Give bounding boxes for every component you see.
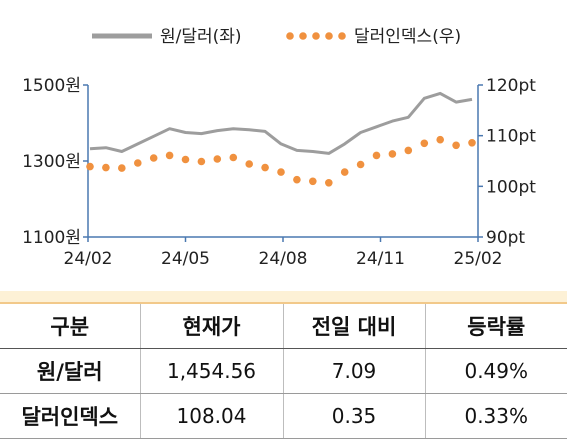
left-tick-label: 1300원 xyxy=(22,152,81,172)
table-top-band xyxy=(0,291,567,303)
dxy-point xyxy=(420,139,429,148)
axes xyxy=(87,85,479,238)
table-header-row: 구분 현재가 전일 대비 등락률 xyxy=(0,304,567,349)
x-axis-ticks: 24/02 24/05 24/08 24/11 25/02 xyxy=(64,237,503,269)
rate-cell: 0.33% xyxy=(424,393,567,439)
dxy-point xyxy=(388,150,397,158)
left-tick-label: 1100원 xyxy=(22,228,81,248)
price-cell: 108.04 xyxy=(139,393,283,439)
dxy-point xyxy=(197,157,206,166)
legend: 원/달러(좌) 달러인덱스(우) xyxy=(92,27,461,47)
right-tick-label: 100pt xyxy=(486,177,536,197)
dxy-point xyxy=(118,164,126,172)
dxy-point xyxy=(340,168,349,176)
legend-dxy-label: 달러인덱스(우) xyxy=(354,27,461,47)
right-tick-label: 110pt xyxy=(486,127,536,147)
dxy-point xyxy=(213,155,222,163)
x-tick-label: 24/08 xyxy=(259,249,308,269)
price-cell: 1,454.56 xyxy=(139,348,283,394)
usdkrw-line xyxy=(89,91,473,155)
quote-table: 구분 현재가 전일 대비 등락률 원/달러 1,454.56 7.09 0.49… xyxy=(0,304,567,439)
header-change: 전일 대비 xyxy=(282,304,425,349)
x-tick-label: 24/05 xyxy=(161,249,210,269)
table-row: 원/달러 1,454.56 7.09 0.49% xyxy=(0,348,567,394)
fx-chart: 원/달러(좌) 달러인덱스(우) 1500원 1300원 1100원 120pt 11… xyxy=(22,27,536,269)
quote-table-section: 구분 현재가 전일 대비 등락률 원/달러 1,454.56 7.09 0.49… xyxy=(0,291,567,439)
dxy-point xyxy=(277,168,285,176)
row-label: 달러인덱스 xyxy=(0,393,140,439)
left-axis-ticks: 1500원 1300원 1100원 xyxy=(22,76,88,248)
dxy-point xyxy=(149,154,158,162)
left-tick-label: 1500원 xyxy=(22,76,81,96)
dxy-point xyxy=(436,135,445,144)
legend-dxy-swatch xyxy=(286,32,346,40)
row-label: 원/달러 xyxy=(0,348,140,394)
table-row: 달러인덱스 108.04 0.35 0.33% xyxy=(0,393,567,439)
header-rate: 등락률 xyxy=(424,304,567,349)
dxy-point xyxy=(325,179,333,187)
legend-usdkrw-label: 원/달러(좌) xyxy=(160,27,242,47)
dxy-point xyxy=(309,177,317,186)
change-cell: 7.09 xyxy=(282,348,425,394)
x-tick-label: 25/02 xyxy=(454,249,503,269)
dxy-point xyxy=(404,146,413,155)
dxy-point xyxy=(229,153,238,162)
dxy-series xyxy=(86,135,476,187)
dxy-point xyxy=(165,151,174,160)
table-top-line xyxy=(0,302,567,304)
dxy-point xyxy=(134,159,142,167)
dxy-point xyxy=(102,163,110,172)
dxy-point xyxy=(261,163,269,172)
rate-cell: 0.49% xyxy=(424,348,567,394)
header-price: 현재가 xyxy=(139,304,283,349)
right-tick-label: 90pt xyxy=(486,228,525,248)
x-tick-label: 24/11 xyxy=(356,249,405,269)
x-tick-label: 24/02 xyxy=(64,249,113,269)
dxy-point xyxy=(372,151,381,160)
dxy-point xyxy=(245,160,253,168)
right-axis-ticks: 120pt 110pt 100pt 90pt xyxy=(478,76,536,248)
dxy-point xyxy=(468,139,476,147)
dxy-point xyxy=(356,160,365,169)
dxy-point xyxy=(293,175,301,184)
usdkrw-series xyxy=(89,91,473,155)
change-cell: 0.35 xyxy=(282,393,425,439)
right-tick-label: 120pt xyxy=(486,76,536,96)
dxy-point xyxy=(86,162,94,171)
header-category: 구분 xyxy=(0,304,140,349)
dxy-point xyxy=(181,155,190,164)
dxy-point xyxy=(452,141,460,150)
